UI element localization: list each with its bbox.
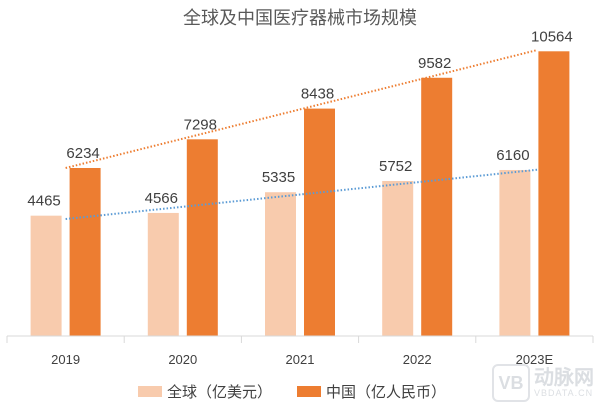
data-label: 4465 — [27, 193, 60, 210]
x-tick-label: 2022 — [403, 352, 432, 367]
bar-series1-2019 — [30, 215, 62, 336]
data-label: 10564 — [531, 28, 573, 45]
x-tick-label: 2020 — [168, 352, 197, 367]
bar-series1-2021 — [265, 192, 296, 336]
x-tick-label: 2021 — [286, 352, 315, 367]
data-label: 6160 — [496, 147, 529, 164]
watermark-name: 动脉网 — [534, 367, 594, 389]
bar-series2-2021 — [304, 108, 335, 336]
watermark: VB 动脉网 VBDATA.CN — [492, 364, 594, 402]
data-label: 5335 — [262, 169, 295, 186]
watermark-logo: VB — [492, 364, 530, 402]
trendline-series1 — [65, 168, 538, 221]
legend-swatch-series1 — [138, 386, 162, 397]
bar-series2-2019 — [69, 167, 101, 336]
data-label: 4566 — [145, 190, 178, 207]
watermark-site: VBDATA.CN — [534, 388, 594, 398]
bar-series1-2022 — [382, 180, 414, 336]
legend-label-series1: 全球（亿美元） — [167, 383, 272, 401]
x-tick-label: 2023E — [516, 352, 554, 367]
bar-series2-2023E — [538, 51, 570, 336]
chart-title: 全球及中国医疗器械市场规模 — [183, 8, 417, 28]
data-label: 9582 — [418, 55, 451, 72]
data-label: 7298 — [184, 116, 217, 133]
x-tick-label: 2019 — [51, 352, 80, 367]
legend-swatch-series2 — [297, 386, 321, 397]
bar-series1-2020 — [147, 212, 179, 336]
bar-series1-2023E — [499, 169, 531, 336]
data-label: 5752 — [379, 158, 412, 175]
data-label: 6234 — [66, 145, 99, 162]
legend-label-series2: 中国（亿人民币） — [326, 384, 446, 401]
data-label: 8438 — [301, 86, 334, 103]
trendline-series2 — [65, 49, 538, 169]
bar-series2-2022 — [421, 77, 453, 336]
bar-series2-2020 — [186, 139, 218, 336]
